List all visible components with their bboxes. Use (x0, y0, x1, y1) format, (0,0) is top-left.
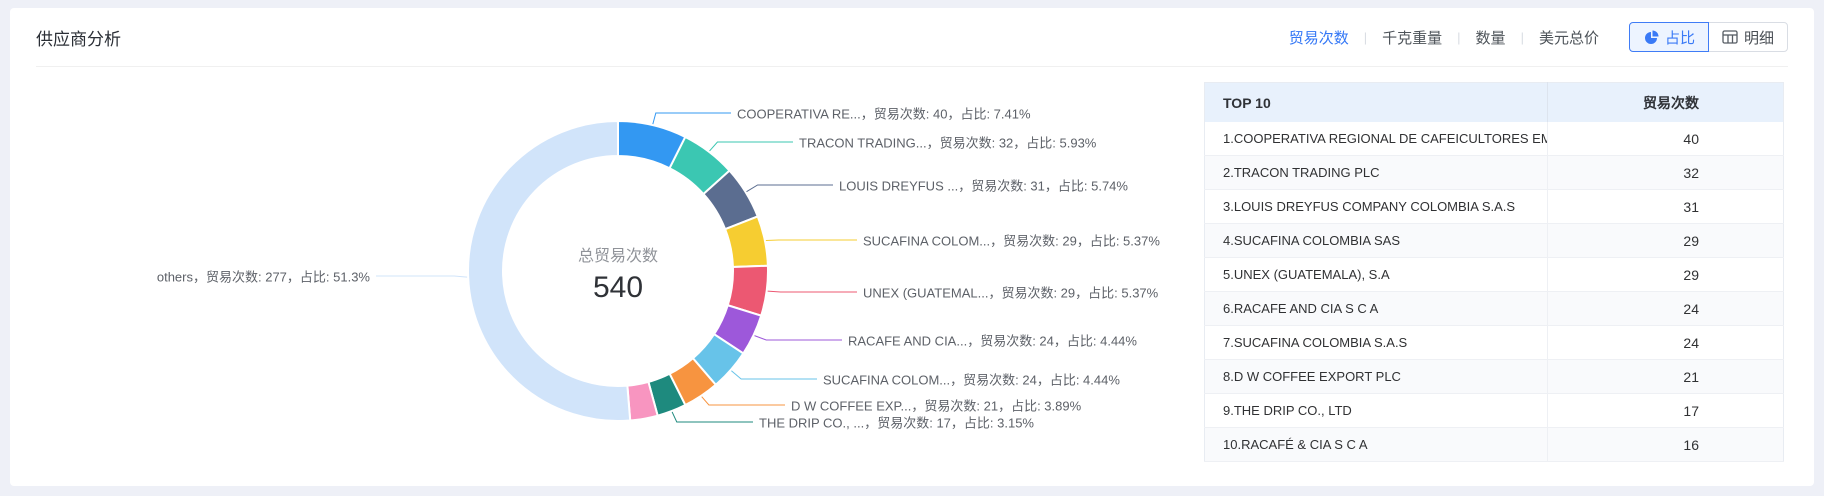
column-header-trade-count: 贸易次数 (1547, 82, 1784, 122)
pie-label-line (671, 411, 753, 423)
trade-count-cell: 29 (1547, 257, 1784, 292)
top10-table-body: 1.COOPERATIVA REGIONAL DE CAFEICULTORES … (1204, 122, 1784, 462)
donut-center: 总贸易次数 540 (518, 246, 718, 306)
donut-center-total: 540 (592, 271, 644, 304)
trade-count-cell: 16 (1547, 427, 1784, 462)
pie-slice-label: UNEX (GUATEMAL...，贸易次数: 29，占比: 5.37% (863, 285, 1159, 301)
pie-slice-label: SUCAFINA COLOM...，贸易次数: 24，占比: 4.44% (823, 372, 1120, 388)
trade-count-cell: 31 (1547, 189, 1784, 224)
tab-separator: | (1457, 29, 1461, 45)
pie-label-line (709, 141, 793, 152)
column-header-top10: TOP 10 (1204, 82, 1548, 122)
trade-count-cell: 17 (1547, 393, 1784, 428)
metric-tabs: 贸易次数 | 千克重量 | 数量 | 美元总价 (1289, 27, 1599, 48)
supplier-name-cell: 5.UNEX (GUATEMALA), S.A (1204, 257, 1548, 292)
pie-label-line (731, 370, 817, 380)
donut-chart: 总贸易次数 540 COOPERATIVA RE...，贸易次数: 40，占比:… (10, 8, 1190, 486)
trade-count-cell: 24 (1547, 325, 1784, 360)
metric-tab-3[interactable]: 数量 (1475, 29, 1506, 47)
table-row[interactable]: 6.RACAFE AND CIA S C A 24 (1204, 291, 1784, 326)
pie-slice-label: LOUIS DREYFUS ...，贸易次数: 31，占比: 5.74% (839, 178, 1128, 194)
supplier-name-cell: 7.SUCAFINA COLOMBIA S.A.S (1204, 325, 1548, 360)
supplier-name-cell: 8.D W COFFEE EXPORT PLC (1204, 359, 1548, 394)
trade-count-cell: 24 (1547, 291, 1784, 326)
table-row[interactable]: 3.LOUIS DREYFUS COMPANY COLOMBIA S.A.S 31 (1204, 189, 1784, 224)
trade-count-cell: 32 (1547, 155, 1784, 190)
trade-count-cell: 40 (1547, 122, 1784, 156)
header-controls: 贸易次数 | 千克重量 | 数量 | 美元总价 占比 明细 (1289, 22, 1788, 52)
table-row[interactable]: 10.RACAFÉ & CIA S C A 16 (1204, 427, 1784, 462)
table-icon (1722, 30, 1738, 44)
tab-separator: | (1520, 29, 1524, 45)
supplier-analysis-card: 供应商分析 贸易次数 | 千克重量 | 数量 | 美元总价 占比 (10, 8, 1814, 486)
pie-label-line (701, 396, 785, 406)
pie-label-line (746, 184, 833, 193)
pie-slice-label: THE DRIP CO., ...，贸易次数: 17，占比: 3.15% (759, 415, 1034, 431)
metric-tab-2[interactable]: 千克重量 (1382, 29, 1443, 47)
metric-tab-1[interactable]: 贸易次数 (1288, 29, 1349, 47)
table-row[interactable]: 1.COOPERATIVA REGIONAL DE CAFEICULTORES … (1204, 122, 1784, 156)
trade-count-cell: 29 (1547, 223, 1784, 258)
card-header: 供应商分析 贸易次数 | 千克重量 | 数量 | 美元总价 占比 (10, 8, 1814, 66)
pie-slice-label: SUCAFINA COLOM...，贸易次数: 29，占比: 5.37% (863, 233, 1160, 249)
table-row[interactable]: 9.THE DRIP CO., LTD 17 (1204, 393, 1784, 428)
toggle-detail-label: 明细 (1743, 29, 1774, 47)
pie-slice-label: RACAFE AND CIA...，贸易次数: 24，占比: 4.44% (848, 333, 1137, 349)
table-row[interactable]: 2.TRACON TRADING PLC 32 (1204, 155, 1784, 190)
table-row[interactable]: 5.UNEX (GUATEMALA), S.A 29 (1204, 257, 1784, 292)
toggle-ratio-label: 占比 (1664, 29, 1695, 47)
supplier-name-cell: 3.LOUIS DREYFUS COMPANY COLOMBIA S.A.S (1204, 189, 1548, 224)
supplier-name-cell: 1.COOPERATIVA REGIONAL DE CAFEICULTORES … (1204, 122, 1548, 156)
supplier-name-cell: 6.RACAFE AND CIA S C A (1204, 291, 1548, 326)
pie-slice-label: COOPERATIVA RE...，贸易次数: 40，占比: 7.41% (737, 106, 1031, 122)
table-row[interactable]: 8.D W COFFEE EXPORT PLC 21 (1204, 359, 1784, 394)
supplier-name-cell: 10.RACAFÉ & CIA S C A (1204, 427, 1548, 462)
donut-chart-svg (376, 112, 857, 423)
pie-slice-label: others，贸易次数: 277，占比: 51.3% (156, 269, 370, 285)
supplier-name-cell: 4.SUCAFINA COLOMBIA SAS (1204, 223, 1548, 258)
table-header-row: TOP 10 贸易次数 (1204, 82, 1784, 122)
supplier-name-cell: 9.THE DRIP CO., LTD (1204, 393, 1548, 428)
header-divider (36, 66, 1788, 67)
pie-label-line (767, 290, 857, 293)
pie-slice-label: TRACON TRADING...，贸易次数: 32，占比: 5.93% (799, 135, 1097, 151)
pie-slice-11[interactable] (467, 119, 632, 422)
table-row[interactable]: 4.SUCAFINA COLOMBIA SAS 29 (1204, 223, 1784, 258)
pie-label-line (652, 112, 731, 125)
toggle-ratio-button[interactable]: 占比 (1628, 22, 1709, 52)
toggle-detail-button[interactable]: 明细 (1707, 22, 1788, 52)
pie-slice-label: D W COFFEE EXP...，贸易次数: 21，占比: 3.89% (791, 398, 1082, 414)
view-toggle-group: 占比 明细 (1628, 22, 1788, 52)
supplier-name-cell: 2.TRACON TRADING PLC (1204, 155, 1548, 190)
donut-center-label: 总贸易次数 (577, 248, 658, 265)
pie-icon (1644, 30, 1659, 44)
metric-tab-4[interactable]: 美元总价 (1538, 29, 1599, 47)
pie-label-line (754, 335, 842, 341)
pie-label-line (376, 275, 468, 278)
top10-table: TOP 10 贸易次数 1.COOPERATIVA REGIONAL DE CA… (1204, 82, 1784, 462)
page-title: 供应商分析 (36, 29, 121, 49)
tab-separator: | (1363, 29, 1368, 45)
table-row[interactable]: 7.SUCAFINA COLOMBIA S.A.S 24 (1204, 325, 1784, 360)
trade-count-cell: 21 (1547, 359, 1784, 394)
